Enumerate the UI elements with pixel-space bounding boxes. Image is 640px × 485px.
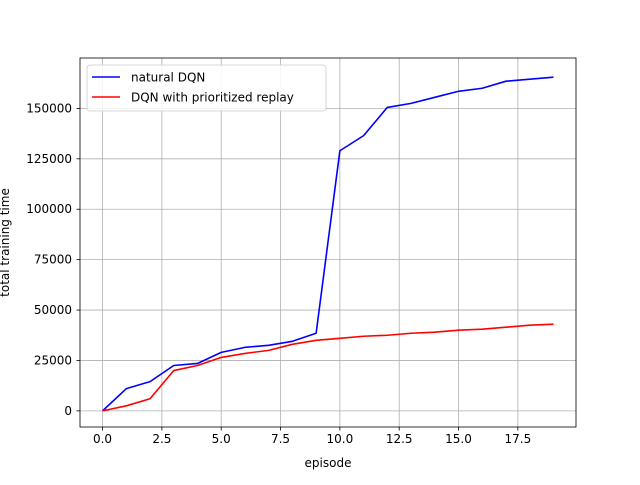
x-tick-label: 10.0	[327, 432, 354, 446]
x-axis-label: episode	[305, 456, 352, 470]
y-tick-label: 100000	[26, 202, 72, 216]
x-tick-label: 12.5	[386, 432, 413, 446]
legend-label: DQN with prioritized replay	[131, 91, 294, 105]
y-axis-label: total training time	[0, 188, 12, 297]
grid	[80, 58, 576, 427]
y-tick-label: 25000	[34, 353, 72, 367]
series-line	[102, 76, 554, 412]
y-tick-label: 150000	[26, 101, 72, 115]
series-lines	[102, 76, 554, 412]
axis-ticks: 0.0 2.5 5.0 7.5 10.0 12.5 15.0 17.5 0 25000 50000 7…	[26, 101, 531, 446]
series-line	[102, 323, 554, 412]
x-tick-label: 0.0	[93, 432, 112, 446]
x-tick-label: 15.0	[445, 432, 472, 446]
y-tick-label: 125000	[26, 152, 72, 166]
legend-box	[86, 64, 327, 112]
y-tick-label: 75000	[34, 253, 72, 267]
y-tick-label: 0	[64, 404, 72, 418]
plot-area-frame	[79, 57, 577, 428]
legend: natural DQN DQN with prioritized replay	[86, 64, 327, 112]
legend-label: natural DQN	[131, 71, 205, 85]
x-tick-label: 17.5	[504, 432, 531, 446]
y-tick-label: 50000	[34, 303, 72, 317]
x-tick-label: 2.5	[152, 432, 171, 446]
x-tick-label: 5.0	[212, 432, 231, 446]
x-tick-label: 7.5	[271, 432, 290, 446]
